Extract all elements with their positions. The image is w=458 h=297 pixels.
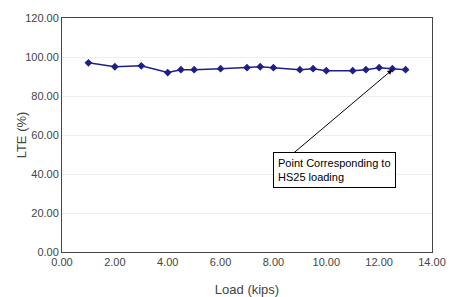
svg-text:100.00: 100.00 <box>25 51 59 63</box>
svg-text:40.00: 40.00 <box>31 168 59 180</box>
svg-text:8.00: 8.00 <box>263 256 284 268</box>
svg-text:6.00: 6.00 <box>210 256 231 268</box>
svg-text:20.00: 20.00 <box>31 207 59 219</box>
svg-text:120.00: 120.00 <box>25 12 59 24</box>
svg-text:2.00: 2.00 <box>104 256 125 268</box>
svg-text:0.00: 0.00 <box>51 256 72 268</box>
svg-text:60.00: 60.00 <box>31 129 59 141</box>
svg-text:Point Corresponding toHS25 loa: Point Corresponding toHS25 loading <box>278 157 391 183</box>
svg-text:4.00: 4.00 <box>157 256 178 268</box>
svg-text:LTE (%): LTE (%) <box>14 112 29 159</box>
svg-text:0.00: 0.00 <box>37 246 58 258</box>
svg-text:10.00: 10.00 <box>313 256 341 268</box>
svg-text:12.00: 12.00 <box>365 256 393 268</box>
svg-text:14.00: 14.00 <box>418 256 446 268</box>
svg-text:Load (kips): Load (kips) <box>215 282 279 297</box>
svg-text:80.00: 80.00 <box>31 90 59 102</box>
